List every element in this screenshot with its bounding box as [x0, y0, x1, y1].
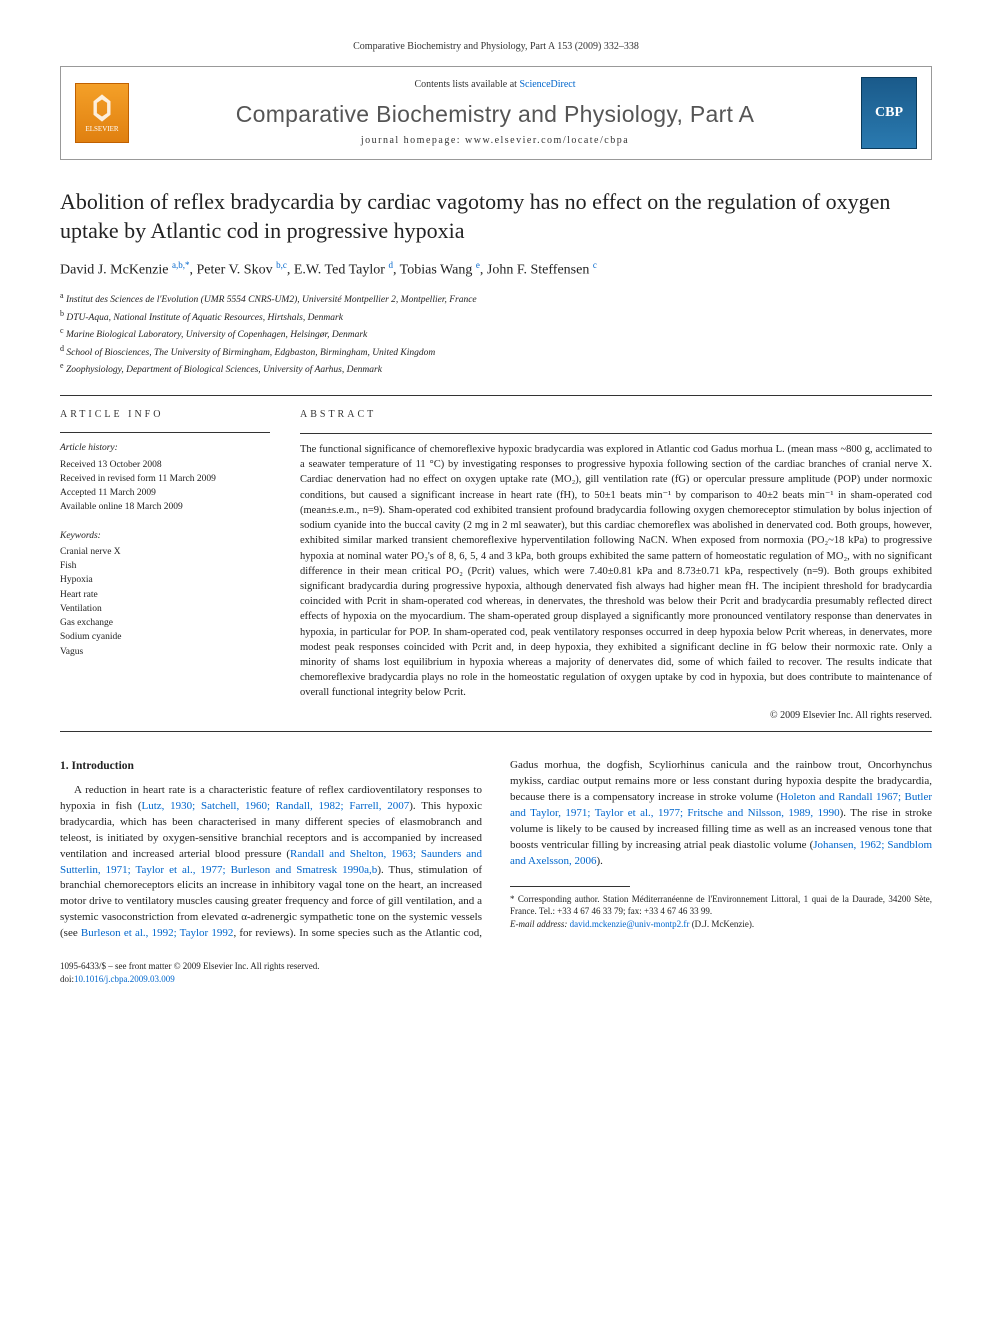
journal-banner: ELSEVIER Contents lists available at Sci…	[60, 66, 932, 160]
history-line: Accepted 11 March 2009	[60, 486, 270, 500]
email-link[interactable]: david.mckenzie@univ-montp2.fr	[570, 919, 690, 929]
divider	[60, 731, 932, 732]
divider	[300, 433, 932, 434]
keyword: Gas exchange	[60, 616, 270, 630]
affiliation: e Zoophysiology, Department of Biologica…	[60, 360, 932, 377]
journal-cover-thumbnail: CBP	[861, 77, 917, 149]
divider	[60, 395, 932, 396]
article-info-heading: ARTICLE INFO	[60, 408, 270, 422]
journal-name: Comparative Biochemistry and Physiology,…	[143, 98, 847, 130]
doi-link[interactable]: 10.1016/j.cbpa.2009.03.009	[74, 974, 175, 984]
banner-center: Contents lists available at ScienceDirec…	[143, 78, 847, 148]
divider	[60, 432, 270, 433]
elsevier-logo: ELSEVIER	[75, 83, 129, 143]
page-footer: 1095-6433/$ – see front matter © 2009 El…	[60, 960, 932, 985]
running-header: Comparative Biochemistry and Physiology,…	[60, 40, 932, 54]
affiliation: a Institut des Sciences de l'Evolution (…	[60, 290, 932, 307]
homepage-prefix: journal homepage:	[361, 135, 465, 146]
citation-link[interactable]: Lutz, 1930; Satchell, 1960; Randall, 198…	[142, 800, 410, 812]
citation-link[interactable]: Burleson et al., 1992; Taylor 1992	[81, 927, 234, 939]
article-title: Abolition of reflex bradycardia by cardi…	[60, 188, 932, 245]
footnote-divider	[510, 886, 630, 887]
keyword: Vagus	[60, 645, 270, 659]
contents-prefix: Contents lists available at	[414, 79, 519, 90]
abstract-body: The functional significance of chemorefl…	[300, 442, 932, 701]
homepage-url[interactable]: www.elsevier.com/locate/cbpa	[465, 135, 629, 146]
keyword: Sodium cyanide	[60, 630, 270, 644]
issn-line: 1095-6433/$ – see front matter © 2009 El…	[60, 960, 932, 973]
abstract-heading: ABSTRACT	[300, 408, 932, 423]
affiliations: a Institut des Sciences de l'Evolution (…	[60, 290, 932, 377]
affiliation: b DTU-Aqua, National Institute of Aquati…	[60, 308, 932, 325]
keyword: Hypoxia	[60, 573, 270, 587]
article-info: ARTICLE INFO Article history: Received 1…	[60, 408, 270, 723]
body-text: 1. Introduction A reduction in heart rat…	[60, 758, 932, 942]
history-line: Received 13 October 2008	[60, 458, 270, 472]
keyword: Cranial nerve X	[60, 545, 270, 559]
corresponding-author-footnote: * Corresponding author. Station Méditerr…	[510, 893, 932, 931]
sciencedirect-link[interactable]: ScienceDirect	[519, 79, 575, 90]
abstract: ABSTRACT The functional significance of …	[300, 408, 932, 723]
keyword: Ventilation	[60, 602, 270, 616]
keyword: Heart rate	[60, 588, 270, 602]
author-list: David J. McKenzie a,b,*, Peter V. Skov b…	[60, 259, 932, 280]
abstract-copyright: © 2009 Elsevier Inc. All rights reserved…	[300, 709, 932, 724]
history-line: Available online 18 March 2009	[60, 500, 270, 514]
section-heading: 1. Introduction	[60, 758, 482, 775]
keywords-label: Keywords:	[60, 529, 270, 543]
affiliation: c Marine Biological Laboratory, Universi…	[60, 325, 932, 342]
history-label: Article history:	[60, 441, 270, 455]
affiliation: d School of Biosciences, The University …	[60, 343, 932, 360]
history-line: Received in revised form 11 March 2009	[60, 472, 270, 486]
keyword: Fish	[60, 559, 270, 573]
elsevier-label: ELSEVIER	[85, 125, 118, 135]
